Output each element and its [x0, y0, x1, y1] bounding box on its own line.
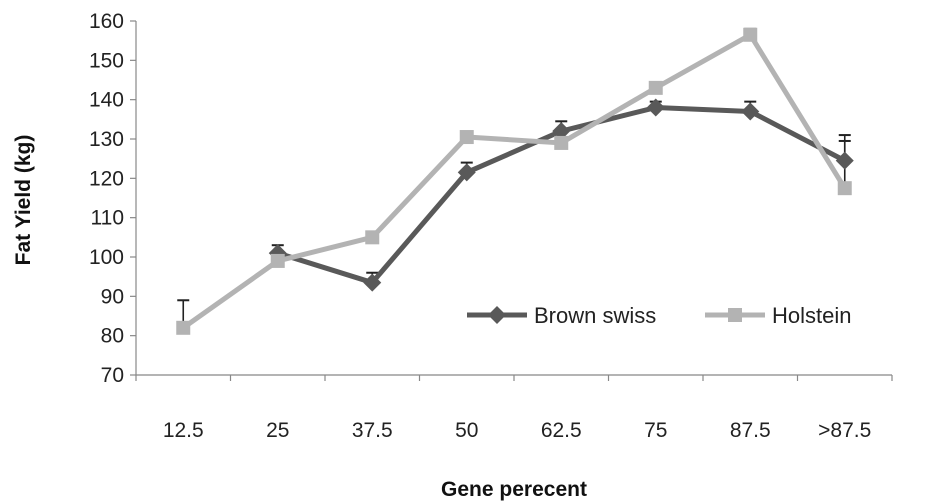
data-point [268, 244, 287, 263]
data-point [646, 98, 665, 117]
data-point [363, 273, 382, 292]
y-tick-label: 80 [101, 325, 124, 348]
axes: 70 80 90 100 110 120 130 140 150 160 12.5 25 37.5 50 6… [89, 10, 893, 442]
x-tick-label: 62.5 [541, 419, 582, 442]
markers [176, 27, 854, 335]
y-tick-label: 150 [89, 49, 124, 72]
data-point [270, 253, 285, 268]
data-point [554, 135, 569, 150]
data-point [835, 151, 854, 170]
data-point [837, 181, 852, 196]
y-tick-label: 140 [89, 89, 124, 112]
x-axis-title: Gene perecent [441, 478, 587, 501]
y-tick-label: 110 [91, 207, 124, 230]
x-tick-label: 12.5 [163, 419, 204, 442]
x-tick-label: >87.5 [818, 419, 871, 442]
data-point [743, 27, 758, 42]
y-tick-label: 130 [89, 128, 124, 151]
x-tick-label: 75 [644, 419, 667, 442]
data-point [459, 130, 474, 145]
legend-entry-label: Brown swiss [534, 303, 656, 328]
legend-swatch-marker [728, 308, 742, 322]
data-point [552, 122, 571, 141]
x-tick-label: 50 [455, 419, 478, 442]
data-point [457, 163, 476, 182]
y-tick-label: 90 [101, 285, 124, 308]
series-line-1 [181, 32, 847, 330]
y-tick-label: 120 [89, 167, 124, 190]
data-point [741, 102, 760, 121]
data-point [648, 80, 663, 95]
legend: Brown swiss Holstein [467, 303, 851, 328]
error-bars [177, 27, 851, 328]
legend-entry-label: Holstein [772, 303, 851, 328]
y-tick-label: 100 [89, 246, 124, 269]
x-tick-label: 87.5 [730, 419, 771, 442]
legend-swatch-marker [488, 306, 506, 324]
x-tick-label: 37.5 [352, 419, 393, 442]
y-tick-label: 160 [89, 10, 124, 33]
data-point [176, 320, 191, 335]
series-lines [181, 32, 847, 330]
x-tick-label: 25 [266, 419, 289, 442]
data-point [365, 230, 380, 245]
y-tick-label: 70 [101, 364, 124, 387]
y-axis-title: Fat Yield (kg) [12, 135, 35, 266]
